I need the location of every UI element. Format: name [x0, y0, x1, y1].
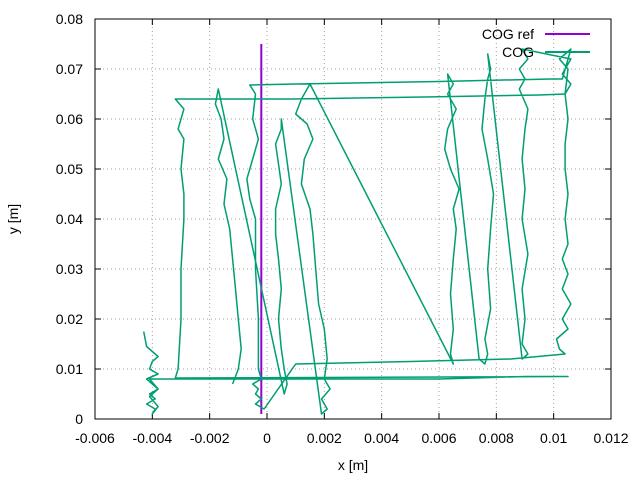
x-tick-label: 0.002 [307, 430, 342, 446]
x-tick-label: 0.008 [479, 430, 514, 446]
y-tick-label: 0.08 [56, 11, 83, 27]
y-ticks: 0 0.01 0.02 0.03 0.04 0.05 0.06 0.07 0.08 [56, 11, 611, 427]
y-tick-label: 0.02 [56, 311, 83, 327]
y-tick-label: 0.07 [56, 61, 83, 77]
y-tick-label: 0.03 [56, 261, 83, 277]
legend-label-cog-ref: COG ref [482, 26, 534, 42]
x-tick-label: 0.012 [593, 430, 628, 446]
series-line-cog [142, 48, 572, 415]
x-tick-label: 0.006 [421, 430, 456, 446]
y-tick-label: 0.04 [56, 211, 83, 227]
x-tick-label: -0.002 [190, 430, 230, 446]
x-tick-label: -0.004 [132, 430, 172, 446]
x-axis-label: x [m] [338, 457, 368, 473]
grid [95, 19, 611, 419]
legend: COG ref COG [482, 26, 590, 60]
y-tick-label: 0.01 [56, 361, 83, 377]
x-tick-label: 0 [263, 430, 271, 446]
x-ticks: -0.006 -0.004 -0.002 0 0.002 0.004 0.006 0.008 0… [75, 19, 629, 446]
y-tick-label: 0.05 [56, 161, 83, 177]
legend-label-cog: COG [502, 44, 534, 60]
x-tick-label: 0.01 [540, 430, 567, 446]
x-tick-label: -0.006 [75, 430, 115, 446]
x-tick-label: 0.004 [364, 430, 399, 446]
y-tick-label: 0.06 [56, 111, 83, 127]
series-group [142, 44, 572, 415]
y-axis-label: y [m] [5, 204, 21, 234]
y-tick-label: 0 [75, 411, 83, 427]
